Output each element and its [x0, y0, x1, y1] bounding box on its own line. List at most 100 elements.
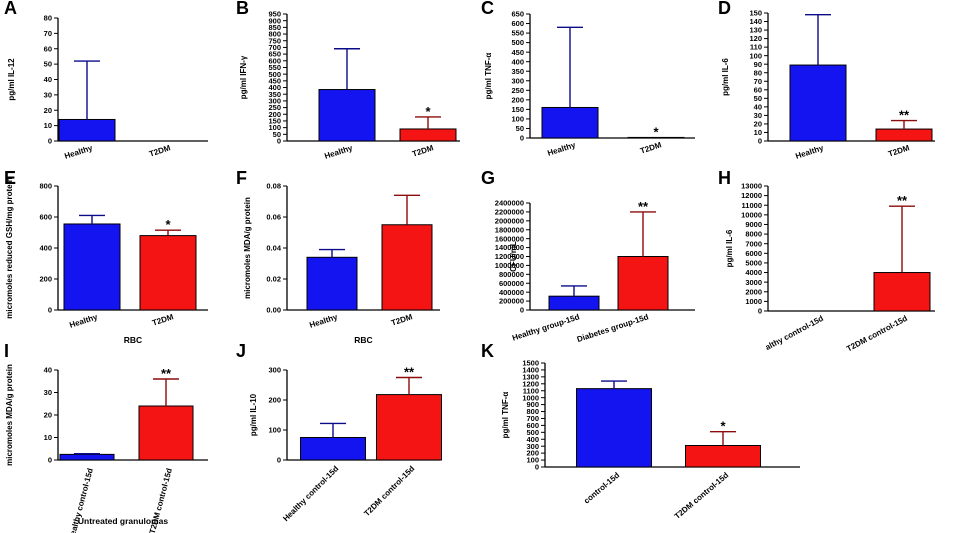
- category-label-K-0: control-15d: [582, 471, 621, 506]
- y-tick-label-C: 200: [511, 95, 524, 104]
- y-tick-label-H: 7000: [745, 239, 762, 248]
- y-tick-label-H: 6000: [745, 249, 762, 258]
- panel-letter-J: J: [236, 341, 246, 361]
- bar-G-1: [617, 256, 669, 311]
- y-tick-label-H: 5000: [745, 259, 762, 268]
- y-tick-label-D: 10: [754, 128, 762, 137]
- y-tick-label-A: 30: [44, 90, 52, 99]
- y-tick-label-G: 1200000: [495, 252, 524, 261]
- y-tick-label-H: 13000: [741, 182, 762, 191]
- y-tick-label-C: 650: [511, 10, 524, 19]
- y-tick-label-C: 600: [511, 19, 524, 28]
- panel-letter-B: B: [236, 0, 249, 18]
- y-tick-label-J: 0: [277, 456, 281, 465]
- y-tick-label-F: 0.04: [266, 244, 281, 253]
- y-axis-label-G: CFU/mL: [509, 241, 518, 272]
- y-axis-label-C: pg/ml TNF-α: [484, 53, 493, 100]
- y-tick-label-B: 850: [268, 23, 281, 32]
- y-tick-label-B: 350: [268, 90, 281, 99]
- bar-D-1: [875, 128, 933, 142]
- y-tick-label-K: 0: [535, 463, 539, 472]
- panel-letter-D: D: [718, 0, 731, 18]
- y-tick-label-G: 1600000: [495, 234, 524, 243]
- panel-letter-A: A: [4, 0, 17, 18]
- footer-label-I: Untreated granulomas: [78, 516, 168, 526]
- y-tick-label-B: 400: [268, 83, 281, 92]
- y-tick-label-B: 550: [268, 63, 281, 72]
- y-tick-label-H: 8000: [745, 230, 762, 239]
- category-label-F-1: T2DM: [390, 312, 414, 327]
- bar-J-0: [300, 437, 366, 461]
- y-tick-label-A: 20: [44, 106, 52, 115]
- y-axis-label-B: pg/ml IFN-γ: [239, 55, 248, 99]
- y-tick-label-I: 0: [48, 456, 52, 465]
- y-tick-label-A: 80: [44, 14, 52, 23]
- y-tick-label-D: 90: [754, 60, 762, 69]
- y-tick-label-E: 0: [48, 306, 52, 315]
- y-tick-label-C: 250: [511, 86, 524, 95]
- y-tick-label-E: 400: [39, 244, 52, 253]
- category-label-C-1: T2DM: [639, 140, 663, 155]
- y-axis-label-D: pg/ml IL-6: [721, 58, 730, 96]
- category-label-J-1: T2DM control-15d: [362, 464, 416, 518]
- significance-mark-I-1: **: [161, 366, 172, 381]
- y-tick-label-K: 1400: [522, 366, 539, 375]
- y-tick-label-K: 800: [526, 407, 539, 416]
- bar-E-1: [139, 235, 197, 311]
- y-tick-label-K: 900: [526, 400, 539, 409]
- category-label-E-1: T2DM: [151, 312, 175, 327]
- y-axis-label-I: micromoles MDA/g protein: [5, 364, 14, 466]
- category-label-H-0: althy control-15d: [764, 314, 825, 352]
- y-tick-label-B: 200: [268, 110, 281, 119]
- y-tick-label-K: 1200: [522, 379, 539, 388]
- y-tick-label-B: 600: [268, 56, 281, 65]
- y-tick-label-D: 120: [749, 34, 762, 43]
- y-tick-label-H: 12000: [741, 191, 762, 200]
- y-tick-label-D: 130: [749, 26, 762, 35]
- panel-letter-F: F: [236, 168, 247, 188]
- y-axis-label-A: pg/ml IL-12: [7, 58, 16, 101]
- y-tick-label-E: 600: [39, 213, 52, 222]
- y-tick-label-D: 0: [758, 137, 762, 146]
- y-tick-label-G: 1000000: [495, 261, 524, 270]
- significance-mark-K-1: *: [720, 419, 726, 434]
- category-label-C-0: Healthy: [546, 140, 577, 158]
- category-label-F-0: Healthy: [308, 312, 339, 330]
- y-tick-label-B: 950: [268, 10, 281, 19]
- y-tick-label-B: 150: [268, 117, 281, 126]
- category-label-G-1: Diabetes group-15d: [576, 312, 650, 344]
- y-axis-label-J: pg/ml IL-10: [249, 393, 258, 436]
- y-tick-label-K: 700: [526, 414, 539, 423]
- y-tick-label-C: 100: [511, 115, 524, 124]
- y-tick-label-D: 60: [754, 85, 762, 94]
- y-tick-label-J: 100: [268, 426, 281, 435]
- y-tick-label-K: 500: [526, 428, 539, 437]
- bar-J-1: [376, 394, 442, 461]
- y-tick-label-K: 1000: [522, 393, 539, 402]
- y-tick-label-A: 60: [44, 44, 52, 53]
- significance-mark-J-1: **: [404, 365, 415, 380]
- bar-A-0: [58, 118, 116, 142]
- y-axis-label-K: pg/ml TNF-α: [501, 392, 510, 439]
- y-tick-label-C: 550: [511, 29, 524, 38]
- y-tick-label-G: 1800000: [495, 225, 524, 234]
- bar-C-1: [627, 136, 685, 139]
- y-tick-label-A: 10: [44, 121, 52, 130]
- y-tick-label-D: 80: [754, 68, 762, 77]
- bar-I-1: [138, 405, 194, 461]
- y-tick-label-K: 1300: [522, 372, 539, 381]
- y-tick-label-C: 400: [511, 57, 524, 66]
- y-tick-label-J: 200: [268, 396, 281, 405]
- y-tick-label-B: 700: [268, 43, 281, 52]
- y-tick-label-E: 200: [39, 275, 52, 284]
- category-label-K-1: T2DM control-15d: [673, 471, 731, 521]
- y-tick-label-H: 9000: [745, 220, 762, 229]
- y-tick-label-D: 50: [754, 94, 762, 103]
- panel-letter-C: C: [481, 0, 494, 18]
- y-tick-label-D: 150: [749, 9, 762, 18]
- y-tick-label-B: 750: [268, 36, 281, 45]
- significance-mark-E-1: *: [165, 217, 171, 232]
- footer-label-E: RBC: [124, 335, 142, 345]
- category-label-D-0: Healthy: [794, 143, 825, 161]
- significance-mark-B-1: *: [425, 104, 431, 119]
